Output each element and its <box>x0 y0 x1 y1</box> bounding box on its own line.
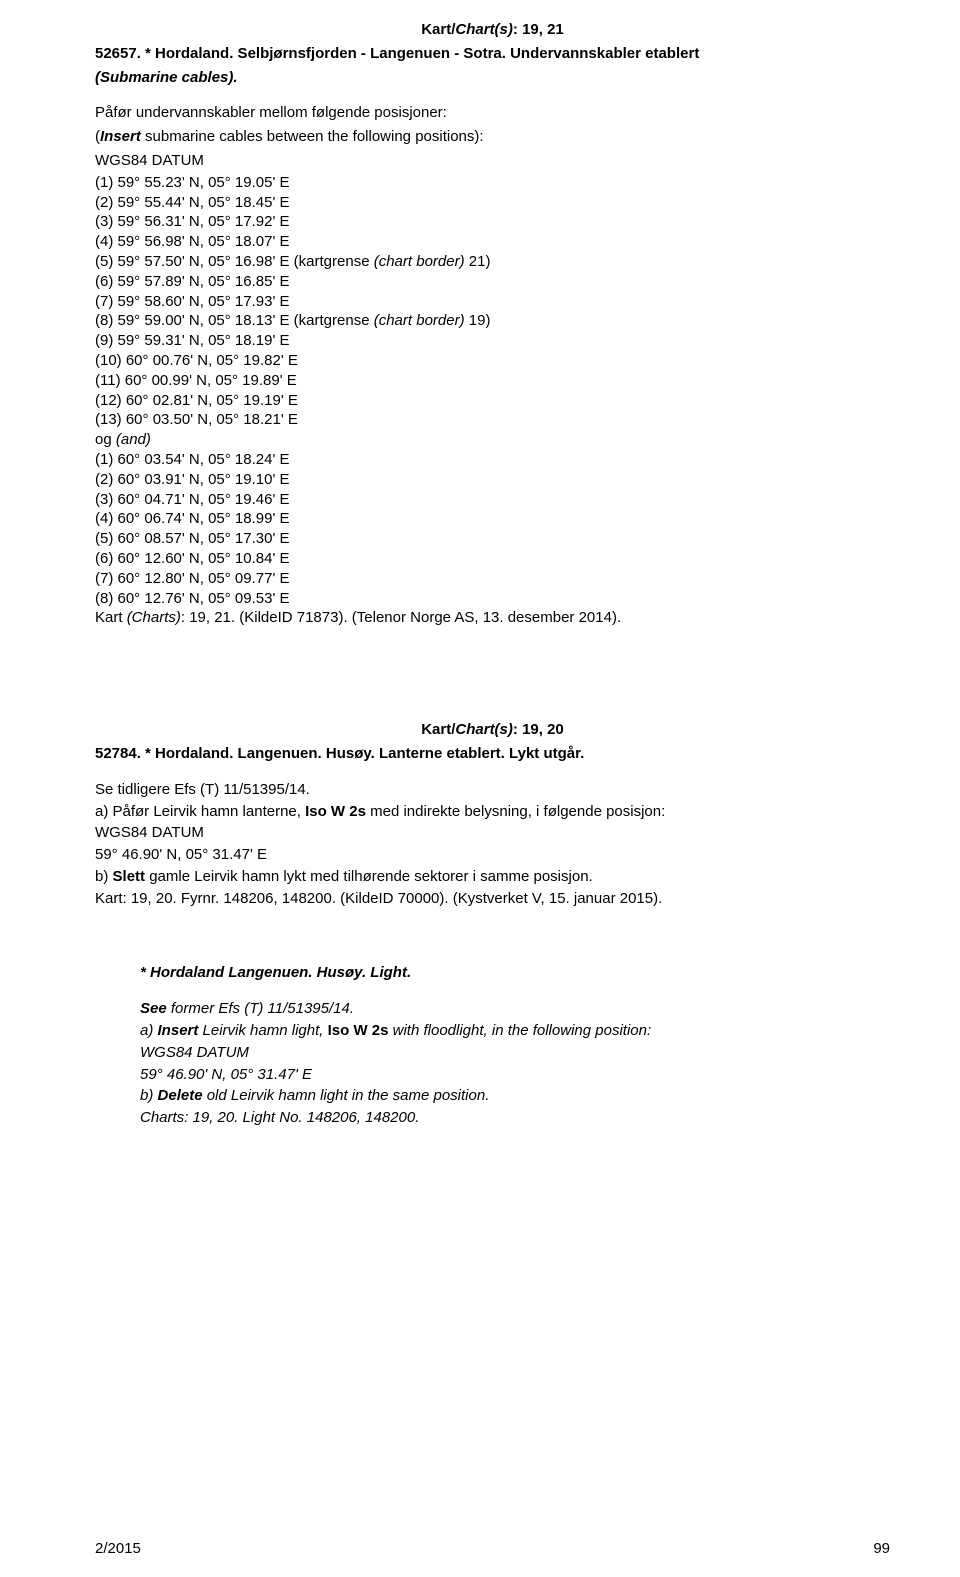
coord-line: (6) 60° 12.60' N, 05° 10.84' E <box>95 549 890 569</box>
coord-line: (5) 60° 08.57' N, 05° 17.30' E <box>95 529 890 549</box>
entry2-en-a: a) Insert Leirvik hamn light, Iso W 2s w… <box>140 1021 890 1041</box>
entry2-en-block: * Hordaland Langenuen. Husøy. Light. See… <box>140 963 890 1128</box>
intro-rest: submarine cables between the following p… <box>141 128 484 145</box>
a-post: med indirekte belysning, i følgende posi… <box>366 803 665 820</box>
a-pre: a) Påfør Leirvik hamn lanterne, <box>95 803 305 820</box>
page-footer: 2/2015 99 <box>95 1539 890 1559</box>
entry2-en-datum: WGS84 DATUM <box>140 1043 890 1063</box>
page: Kart/Chart(s): 19, 21 52657. * Hordaland… <box>0 0 960 1577</box>
entry2-title: 52784. * Hordaland. Langenuen. Husøy. La… <box>95 744 890 764</box>
entry2-see: Se tidligere Efs (T) 11/51395/14. <box>95 780 890 800</box>
coord-line: (3) 60° 04.71' N, 05° 19.46' E <box>95 490 890 510</box>
entry1-title-sub: (Submarine cables). <box>95 69 238 86</box>
b-pre: b) <box>95 868 113 885</box>
entry2-en-title: * Hordaland Langenuen. Husøy. Light. <box>140 963 890 983</box>
coord-line: (2) 60° 03.91' N, 05° 19.10' E <box>95 470 890 490</box>
coord-line: (7) 60° 12.80' N, 05° 09.77' E <box>95 569 890 589</box>
entry1-footer: Kart (Charts): 19, 21. (KildeID 71873). … <box>95 608 890 628</box>
a-post-en: with floodlight, in the following positi… <box>388 1022 651 1039</box>
kart-label: Kart/ <box>421 21 455 38</box>
coord-line: (13) 60° 03.50' N, 05° 18.21' E <box>95 410 890 430</box>
og-and: og (and) <box>95 430 890 450</box>
entry2-en-charts: Charts: 19, 20. Light No. 148206, 148200… <box>140 1108 890 1128</box>
chart-numbers: : 19, 21 <box>513 21 564 38</box>
kart-label-2: Kart/ <box>421 721 455 738</box>
a-mid-en: Leirvik hamn light, <box>198 1022 327 1039</box>
coord-line: (1) 60° 03.54' N, 05° 18.24' E <box>95 450 890 470</box>
entry1-intro-no: Påfør undervannskabler mellom følgende p… <box>95 103 890 123</box>
coord-line: (8) 59° 59.00' N, 05° 18.13' E (kartgren… <box>95 311 890 331</box>
chart-heading-1: Kart/Chart(s): 19, 21 <box>95 20 890 40</box>
coord-line: (5) 59° 57.50' N, 05° 16.98' E (kartgren… <box>95 252 890 272</box>
entry2-coord: 59° 46.90' N, 05° 31.47' E <box>95 845 890 865</box>
b-post-en: old Leirvik hamn light in the same posit… <box>203 1087 490 1104</box>
coord-set-2: (1) 60° 03.54' N, 05° 18.24' E(2) 60° 03… <box>95 450 890 608</box>
coord-line: (4) 59° 56.98' N, 05° 18.07' E <box>95 232 890 252</box>
entry2-datum: WGS84 DATUM <box>95 823 890 843</box>
entry1-datum: WGS84 DATUM <box>95 151 890 171</box>
coord-line: (12) 60° 02.81' N, 05° 19.19' E <box>95 391 890 411</box>
entry1-intro-en: (Insert submarine cables between the fol… <box>95 127 890 147</box>
entry2-en-b: b) Delete old Leirvik hamn light in the … <box>140 1086 890 1106</box>
entry2-a: a) Påfør Leirvik hamn lanterne, Iso W 2s… <box>95 802 890 822</box>
coord-set-1: (1) 59° 55.23' N, 05° 19.05' E(2) 59° 55… <box>95 173 890 430</box>
coord-line: (1) 59° 55.23' N, 05° 19.05' E <box>95 173 890 193</box>
coord-line: (10) 60° 00.76' N, 05° 19.82' E <box>95 351 890 371</box>
a-pre-en: a) <box>140 1022 158 1039</box>
coord-line: (3) 59° 56.31' N, 05° 17.92' E <box>95 212 890 232</box>
coord-line: (2) 59° 55.44' N, 05° 18.45' E <box>95 193 890 213</box>
footer-left: 2/2015 <box>95 1539 141 1559</box>
b-bold: Slett <box>113 868 146 885</box>
coord-line: (8) 60° 12.76' N, 05° 09.53' E <box>95 589 890 609</box>
coord-line: (6) 59° 57.89' N, 05° 16.85' E <box>95 272 890 292</box>
footer-right: 99 <box>873 1539 890 1559</box>
chart-label-italic: Chart(s) <box>455 21 513 38</box>
b-pre-en: b) <box>140 1087 158 1104</box>
b-post: gamle Leirvik hamn lykt med tilhørende s… <box>145 868 593 885</box>
a-bold: Iso W 2s <box>305 803 366 820</box>
coord-line: (4) 60° 06.74' N, 05° 18.99' E <box>95 509 890 529</box>
coord-line: (7) 59° 58.60' N, 05° 17.93' E <box>95 292 890 312</box>
chart-label-italic-2: Chart(s) <box>455 721 513 738</box>
iso-bold: Iso W 2s <box>328 1022 389 1039</box>
chart-numbers-2: : 19, 20 <box>513 721 564 738</box>
entry2-b: b) Slett gamle Leirvik hamn lykt med til… <box>95 867 890 887</box>
delete-bold: Delete <box>158 1087 203 1104</box>
coord-line: (11) 60° 00.99' N, 05° 19.89' E <box>95 371 890 391</box>
entry2-en-see: See former Efs (T) 11/51395/14. <box>140 999 890 1019</box>
insert-bold: Insert <box>158 1022 199 1039</box>
see-rest: former Efs (T) 11/51395/14. <box>171 1000 354 1017</box>
coord-line: (9) 59° 59.31' N, 05° 18.19' E <box>95 331 890 351</box>
entry2-en-coord: 59° 46.90' N, 05° 31.47' E <box>140 1065 890 1085</box>
entry1-title: 52657. * Hordaland. Selbjørnsfjorden - L… <box>95 44 890 64</box>
insert-word: Insert <box>100 128 141 145</box>
entry2-kart-line: Kart: 19, 20. Fyrnr. 148206, 148200. (Ki… <box>95 889 890 909</box>
see-bold: See <box>140 1000 171 1017</box>
chart-heading-2: Kart/Chart(s): 19, 20 <box>95 720 890 740</box>
